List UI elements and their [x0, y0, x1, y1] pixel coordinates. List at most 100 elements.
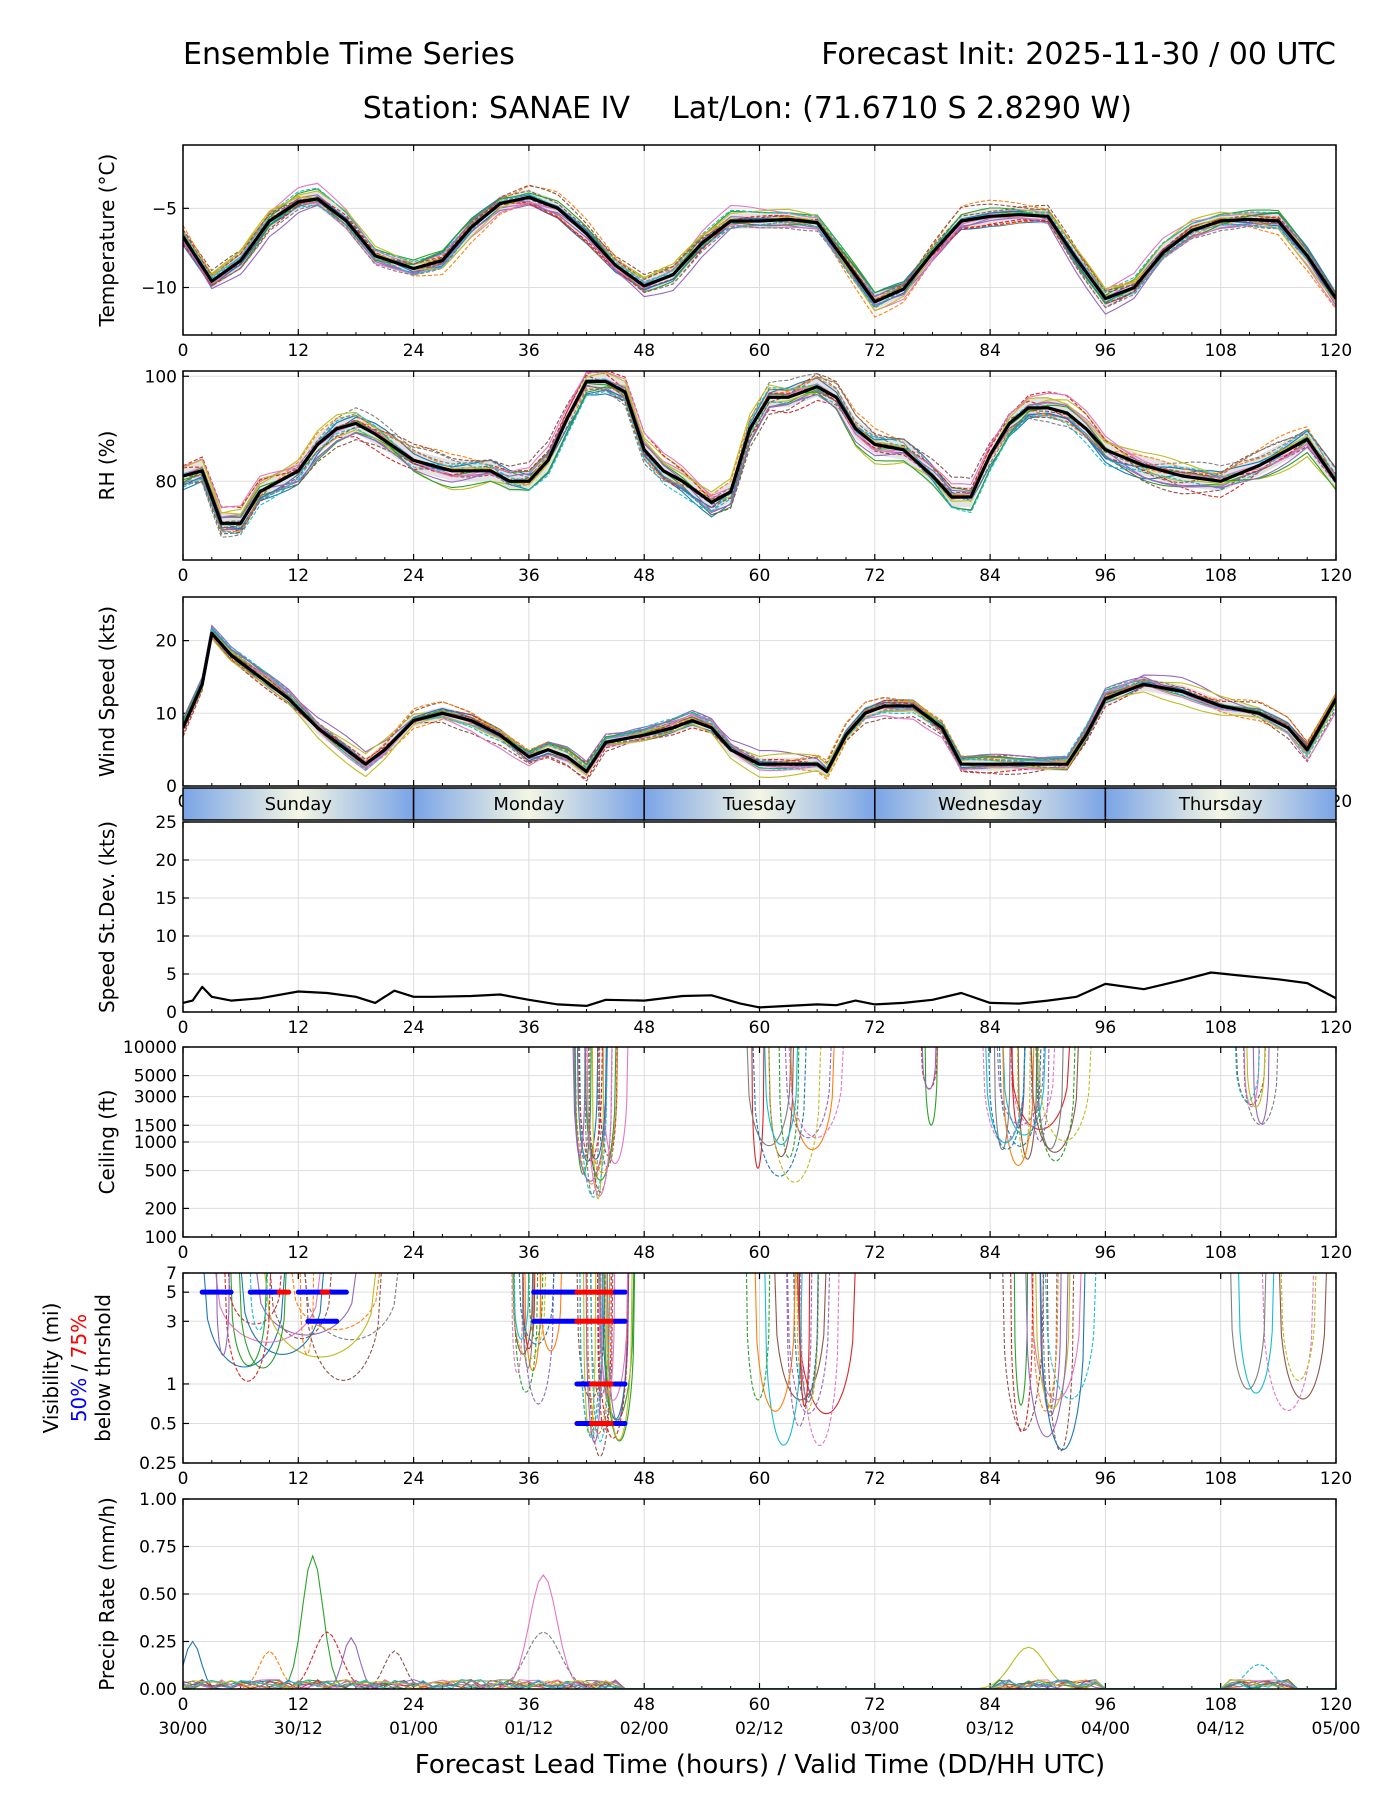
valid-time-label: 02/12 — [735, 1719, 784, 1739]
y-axis-label-speed_stdev: Speed St.Dev. (kts) — [95, 821, 119, 1013]
y-tick-label: 20 — [155, 632, 177, 652]
x-tick-label: 12 — [287, 1469, 309, 1489]
ensemble-member-line — [183, 193, 1336, 308]
x-tick-label: 84 — [979, 1018, 1001, 1038]
valid-time-label: 01/00 — [389, 1719, 438, 1739]
x-tick-label: 120 — [1320, 1018, 1352, 1038]
y-tick-label: 5 — [166, 965, 177, 985]
x-tick-label: 24 — [403, 1018, 425, 1038]
ensemble-member-line — [1242, 1047, 1279, 1126]
ensemble-member-line — [599, 1273, 635, 1421]
y-tick-label: 1500 — [134, 1116, 177, 1136]
ensemble-member-line — [183, 383, 1336, 535]
x-tick-label: 24 — [403, 566, 425, 586]
visibility-ylabel-sub: below thrshold — [91, 1294, 115, 1442]
x-tick-label: 72 — [864, 341, 886, 361]
day-cell — [874, 787, 1107, 821]
ensemble-member-line — [1278, 1273, 1327, 1400]
chart-title: Ensemble Time Series — [183, 37, 515, 72]
ensemble-member-line — [183, 190, 1336, 304]
day-band: Sunday Monday Tuesday Wednesday Thursday — [182, 787, 1337, 821]
x-tick-label: 84 — [979, 1469, 1001, 1489]
ensemble-member-line — [1009, 1047, 1056, 1127]
ensemble-member-line — [1044, 1273, 1097, 1400]
y-tick-label: 0 — [166, 1003, 177, 1023]
day-label: Sunday — [265, 794, 333, 815]
y-tick-label: 3 — [166, 1312, 177, 1332]
ensemble-member-line — [183, 376, 1336, 530]
ensemble-member-line — [528, 1273, 544, 1340]
x-tick-label: 72 — [864, 1243, 886, 1263]
y-tick-label: 80 — [155, 472, 177, 492]
x-tick-label: 60 — [749, 1695, 771, 1715]
ensemble-member-line — [1002, 1047, 1046, 1136]
ensemble-member-line — [518, 1273, 555, 1345]
y-tick-label: 20 — [155, 851, 177, 871]
ensemble-member-line — [1238, 1273, 1275, 1394]
x-tick-label: 24 — [403, 341, 425, 361]
x-tick-label: 72 — [864, 1695, 886, 1715]
x-tick-label: 36 — [518, 1695, 540, 1715]
ensemble-member-line — [601, 1047, 629, 1165]
ensemble-member-line — [796, 1273, 820, 1411]
x-tick-label: 12 — [287, 1018, 309, 1038]
x-tick-label: 48 — [633, 1018, 655, 1038]
ensemble-member-line — [539, 1273, 562, 1352]
x-tick-label: 36 — [518, 341, 540, 361]
ensemble-member-line — [586, 1047, 619, 1174]
ensemble-member-line — [768, 1047, 794, 1158]
ensemble-member-line — [1002, 1273, 1045, 1432]
y-axis-label-precip_rate: Precip Rate (mm/h) — [95, 1497, 119, 1691]
series-layer-visibility — [203, 1273, 1327, 1458]
y-tick-label: 5000 — [134, 1067, 177, 1087]
ensemble-member-line — [597, 1273, 629, 1401]
x-tick-label: 96 — [1095, 1243, 1117, 1263]
day-label: Tuesday — [722, 794, 797, 815]
valid-time-label: 02/00 — [620, 1719, 669, 1739]
ensemble-member-line — [788, 1047, 844, 1139]
ensemble-member-line — [745, 1273, 771, 1401]
ensemble-member-line — [786, 1273, 813, 1427]
y-tick-label: 1 — [166, 1375, 177, 1395]
ensemble-member-line — [746, 1047, 792, 1147]
x-tick-label: 120 — [1320, 1243, 1352, 1263]
ensemble-member-line — [583, 1273, 597, 1435]
ensemble-member-line — [784, 1047, 832, 1139]
x-tick-label: 60 — [749, 1018, 771, 1038]
x-tick-label: 108 — [1204, 1695, 1236, 1715]
x-tick-label: 72 — [864, 1469, 886, 1489]
ensemble-member-line — [1280, 1273, 1317, 1381]
y-tick-label: 0.25 — [139, 1454, 177, 1474]
ensemble-member-line — [1246, 1047, 1266, 1108]
day-cell — [643, 787, 876, 821]
ensemble-member-line — [1234, 1047, 1261, 1102]
ensemble-member-line — [774, 1273, 827, 1401]
y-tick-label: 200 — [145, 1199, 177, 1219]
x-axis-title: Forecast Lead Time (hours) / Valid Time … — [415, 1750, 1105, 1780]
station-label: Station: SANAE IV — [363, 91, 631, 126]
ensemble-member-line — [1243, 1047, 1260, 1108]
y-tick-label: 15 — [155, 889, 177, 909]
x-tick-label: 60 — [749, 341, 771, 361]
x-tick-label: 24 — [403, 1695, 425, 1715]
x-tick-label: 0 — [178, 1243, 189, 1263]
y-tick-label: 0.5 — [150, 1414, 177, 1434]
ensemble-member-line — [586, 1047, 613, 1197]
y-tick-label: 0.75 — [139, 1538, 177, 1558]
x-tick-label: 48 — [633, 1243, 655, 1263]
ensemble-member-line — [1032, 1273, 1059, 1412]
x-tick-label: 96 — [1095, 1469, 1117, 1489]
ensemble-member-line — [183, 198, 1336, 309]
x-tick-label: 0 — [178, 1469, 189, 1489]
y-tick-label: 1.00 — [139, 1490, 177, 1510]
y-tick-label: 0.50 — [139, 1585, 177, 1605]
ensemble-member-line — [982, 1047, 1026, 1143]
ensemble-member-line — [921, 1047, 937, 1090]
series-layer-ceiling — [572, 1047, 1279, 1200]
x-tick-label: 36 — [518, 1018, 540, 1038]
x-tick-label: 120 — [1320, 1695, 1352, 1715]
y-tick-label: 1000 — [134, 1133, 177, 1153]
valid-time-label: 03/12 — [966, 1719, 1015, 1739]
x-tick-label: 84 — [979, 1695, 1001, 1715]
